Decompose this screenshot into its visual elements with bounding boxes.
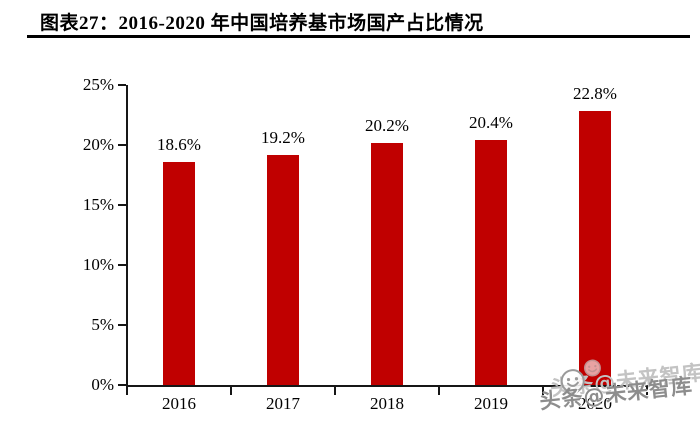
bar: [163, 161, 195, 385]
bar: [579, 111, 611, 385]
y-tick-mark: [118, 84, 126, 86]
bar: [371, 142, 403, 385]
y-tick-label: 5%: [91, 315, 114, 334]
bar: [475, 140, 507, 385]
bar-value-label: 22.8%: [573, 84, 617, 104]
y-tick-mark: [118, 324, 126, 326]
bar-value-label: 20.4%: [469, 113, 513, 133]
y-tick-mark: [118, 204, 126, 206]
y-tick-label: 25%: [82, 75, 114, 94]
x-tick-mark: [646, 387, 648, 395]
y-tick-label: 0%: [91, 375, 114, 394]
figure-title: 图表27：2016-2020 年中国培养基市场国产占比情况: [40, 13, 484, 34]
y-axis-line: [126, 85, 128, 387]
bar-value-label: 19.2%: [261, 127, 305, 147]
x-category-label: 2019: [474, 394, 508, 413]
y-tick-mark: [118, 384, 126, 386]
bar-value-label: 18.6%: [157, 134, 201, 154]
x-category-label: 2016: [162, 394, 196, 413]
y-tick-label: 20%: [82, 135, 114, 154]
x-axis-line: [126, 385, 649, 387]
x-tick-mark: [334, 387, 336, 395]
x-tick-mark: [438, 387, 440, 395]
title-underline: [27, 35, 690, 38]
x-category-label: 2020: [578, 394, 612, 413]
bar-value-label: 20.2%: [365, 115, 409, 135]
y-tick-mark: [118, 144, 126, 146]
x-tick-mark: [126, 387, 128, 395]
y-tick-label: 15%: [82, 195, 114, 214]
bar: [267, 154, 299, 385]
x-category-label: 2017: [266, 394, 300, 413]
y-tick-mark: [118, 264, 126, 266]
x-tick-mark: [230, 387, 232, 395]
y-tick-label: 10%: [82, 255, 114, 274]
x-category-label: 2018: [370, 394, 404, 413]
x-tick-mark: [542, 387, 544, 395]
